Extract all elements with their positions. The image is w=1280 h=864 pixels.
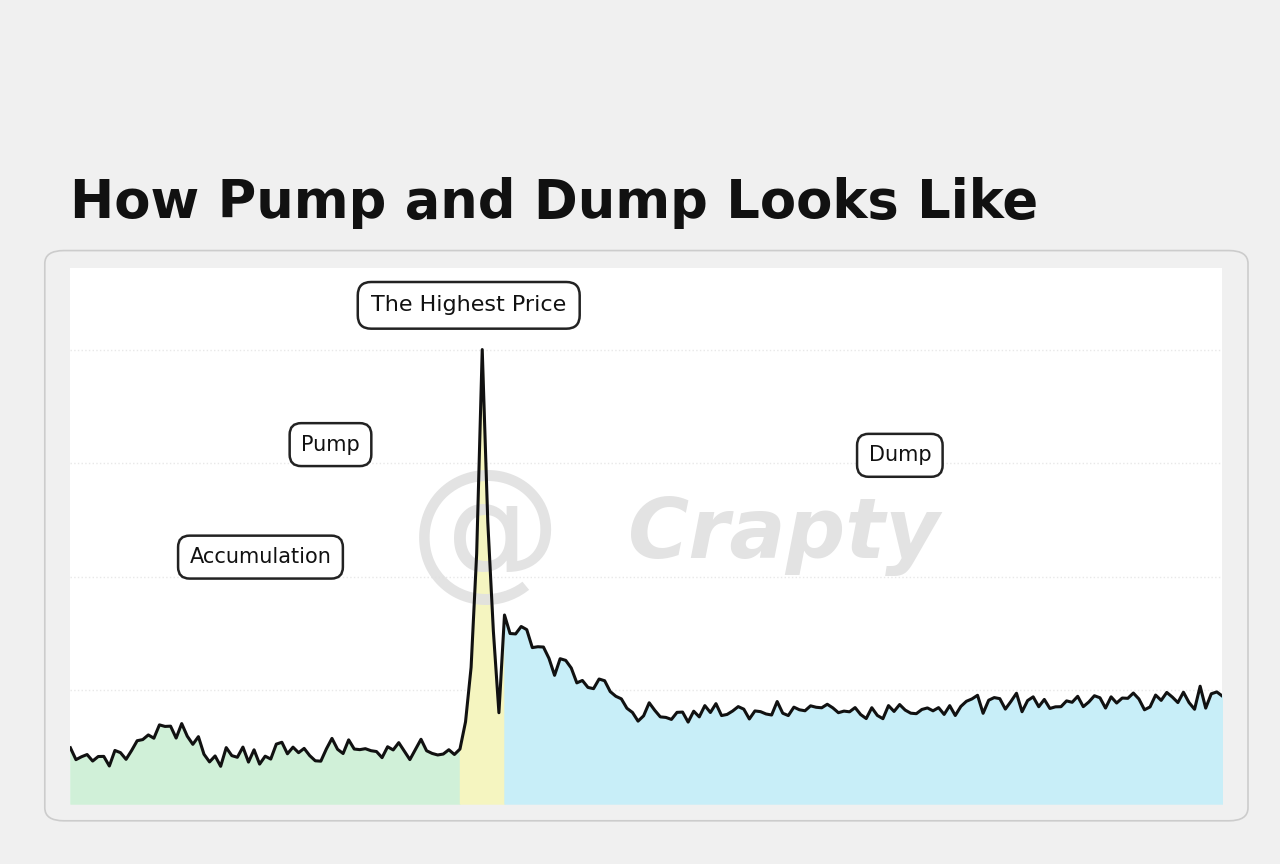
- Text: @: @: [408, 461, 562, 610]
- Text: The Highest Price: The Highest Price: [371, 295, 566, 315]
- Text: How Pump and Dump Looks Like: How Pump and Dump Looks Like: [70, 177, 1038, 229]
- Text: Dump: Dump: [869, 445, 931, 466]
- Text: Pump: Pump: [301, 435, 360, 454]
- Text: Crapty: Crapty: [628, 495, 941, 576]
- Text: Accumulation: Accumulation: [189, 547, 332, 567]
